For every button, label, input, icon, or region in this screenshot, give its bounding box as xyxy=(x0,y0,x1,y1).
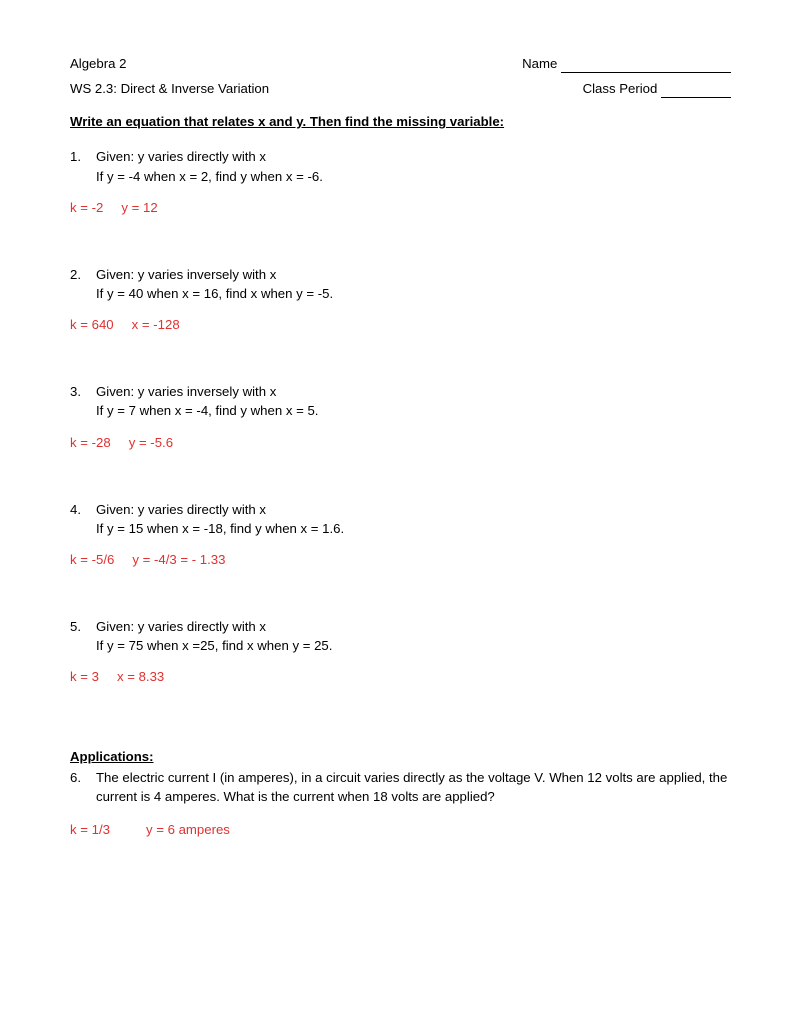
applications-heading: Applications: xyxy=(70,747,731,766)
answer-k: k = 1/3 xyxy=(70,822,110,837)
worksheet-page: Algebra 2 Name WS 2.3: Direct & Inverse … xyxy=(0,0,791,1024)
answer-k: k = 640 xyxy=(70,317,114,332)
problem-4: 4. Given: y varies directly with x If y … xyxy=(70,500,731,538)
answer-value: y = -5.6 xyxy=(129,435,173,450)
problem-number: 6. xyxy=(70,768,96,806)
answer-value: y = -4/3 = - 1.33 xyxy=(132,552,225,567)
answer-3: k = -28 y = -5.6 xyxy=(70,433,731,452)
problem-text: The electric current I (in amperes), in … xyxy=(96,768,731,806)
problem-6: 6. The electric current I (in amperes), … xyxy=(70,768,731,806)
course-title: Algebra 2 xyxy=(70,54,126,73)
problem-2: 2. Given: y varies inversely with x If y… xyxy=(70,265,731,303)
answer-4: k = -5/6 y = -4/3 = - 1.33 xyxy=(70,550,731,569)
answer-k: k = -2 xyxy=(70,200,103,215)
problem-given: Given: y varies directly with x xyxy=(96,617,266,636)
instruction-heading: Write an equation that relates x and y. … xyxy=(70,112,731,131)
problem-given: Given: y varies inversely with x xyxy=(96,265,276,284)
answer-k: k = 3 xyxy=(70,669,99,684)
problem-number: 1. xyxy=(70,147,96,166)
problem-number: 2. xyxy=(70,265,96,284)
answer-value: x = -128 xyxy=(132,317,180,332)
problem-number: 4. xyxy=(70,500,96,519)
problem-number: 5. xyxy=(70,617,96,636)
answer-6: k = 1/3 y = 6 amperes xyxy=(70,820,731,839)
answer-1: k = -2 y = 12 xyxy=(70,198,731,217)
answer-k: k = -28 xyxy=(70,435,111,450)
problem-number: 3. xyxy=(70,382,96,401)
name-label: Name xyxy=(522,56,557,71)
name-field: Name xyxy=(522,54,731,73)
worksheet-label: WS 2.3: Direct & Inverse Variation xyxy=(70,79,269,98)
period-field: Class Period xyxy=(583,79,731,98)
problem-condition: If y = 75 when x =25, find x when y = 25… xyxy=(70,636,731,655)
name-blank xyxy=(561,72,731,73)
problem-3: 3. Given: y varies inversely with x If y… xyxy=(70,382,731,420)
problem-condition: If y = 40 when x = 16, find x when y = -… xyxy=(70,284,731,303)
problem-condition: If y = 15 when x = -18, find y when x = … xyxy=(70,519,731,538)
period-label: Class Period xyxy=(583,81,658,96)
header-row-2: WS 2.3: Direct & Inverse Variation Class… xyxy=(70,79,731,98)
problem-given: Given: y varies inversely with x xyxy=(96,382,276,401)
answer-value: y = 12 xyxy=(121,200,157,215)
answer-5: k = 3 x = 8.33 xyxy=(70,667,731,686)
answer-k: k = -5/6 xyxy=(70,552,114,567)
problem-given: Given: y varies directly with x xyxy=(96,147,266,166)
problem-1: 1. Given: y varies directly with x If y … xyxy=(70,147,731,185)
period-blank xyxy=(661,97,731,98)
answer-value: x = 8.33 xyxy=(117,669,164,684)
header-row-1: Algebra 2 Name xyxy=(70,54,731,73)
answer-value: y = 6 amperes xyxy=(146,822,230,837)
answer-2: k = 640 x = -128 xyxy=(70,315,731,334)
problem-condition: If y = 7 when x = -4, find y when x = 5. xyxy=(70,401,731,420)
problem-5: 5. Given: y varies directly with x If y … xyxy=(70,617,731,655)
problem-given: Given: y varies directly with x xyxy=(96,500,266,519)
problem-condition: If y = -4 when x = 2, find y when x = -6… xyxy=(70,167,731,186)
